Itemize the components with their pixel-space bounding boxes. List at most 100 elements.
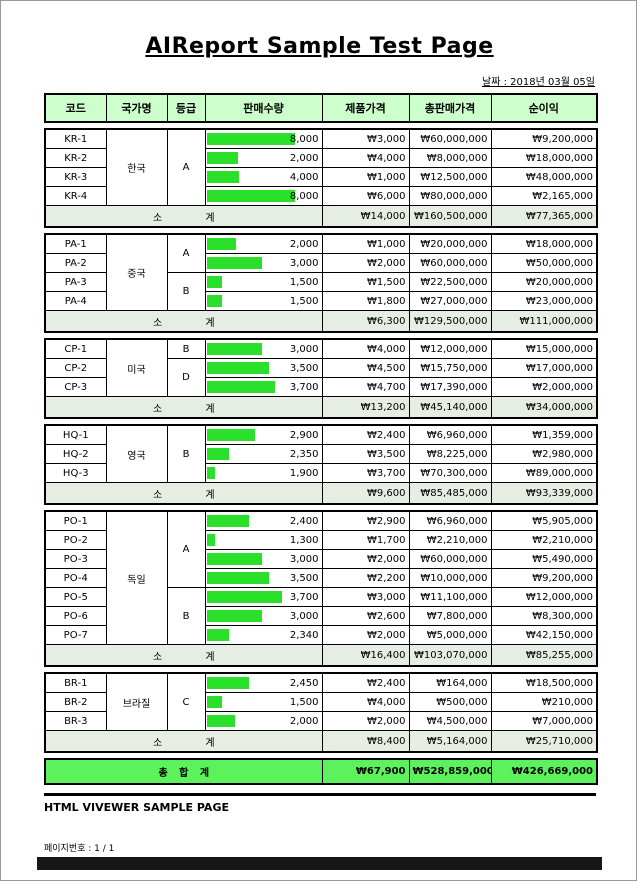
- total-sales-cell: ₩12,500,000: [408, 167, 492, 187]
- subtotal-profit: ₩77,365,000: [490, 205, 598, 228]
- quantity-value: 2,350: [289, 448, 319, 460]
- code-cell: KR-1: [44, 128, 107, 149]
- profit-cell: ₩18,000,000: [490, 148, 598, 168]
- code-cell: BR-2: [44, 692, 107, 712]
- quantity-cell: 8,000: [204, 186, 323, 206]
- total-sales-cell: ₩80,000,000: [408, 186, 492, 206]
- total-sales-cell: ₩8,225,000: [408, 444, 492, 464]
- quantity-bar: [206, 696, 222, 708]
- country-cell: 브라질: [105, 672, 168, 731]
- column-header: 판매수량: [204, 93, 323, 123]
- quantity-bar: [206, 572, 269, 584]
- subtotal-row: 소 계 ₩6,300 ₩129,500,000 ₩111,000,000: [44, 310, 598, 333]
- total-sales-cell: ₩2,210,000: [408, 530, 492, 550]
- footer-divider: [44, 793, 596, 796]
- subtotal-label: 소 계: [44, 310, 323, 333]
- subtotal-row: 소 계 ₩14,000 ₩160,500,000 ₩77,365,000: [44, 205, 598, 228]
- total-sales-cell: ₩17,390,000: [408, 377, 492, 397]
- profit-cell: ₩23,000,000: [490, 291, 598, 311]
- quantity-bar: [206, 610, 262, 622]
- subtotal-sales: ₩5,164,000: [408, 730, 492, 753]
- total-sales-cell: ₩12,000,000: [408, 338, 492, 359]
- grade-cell: A: [166, 233, 206, 273]
- quantity-cell: 3,500: [204, 358, 323, 378]
- grade-cell: A: [166, 510, 206, 588]
- subtotal-row: 소 계 ₩9,600 ₩85,485,000 ₩93,339,000: [44, 482, 598, 505]
- header-row: 코드 국가명 등급 판매수량 제품가격 총판매가격 순이익: [44, 93, 598, 123]
- quantity-value: 8,000: [289, 133, 319, 145]
- quantity-value: 3,700: [289, 591, 319, 603]
- quantity-bar: [206, 295, 222, 307]
- quantity-bar: [206, 238, 236, 250]
- price-cell: ₩1,000: [321, 233, 410, 254]
- profit-cell: ₩2,210,000: [490, 530, 598, 550]
- quantity-value: 2,000: [289, 238, 319, 250]
- quantity-cell: 1,300: [204, 530, 323, 550]
- subtotal-profit: ₩85,255,000: [490, 644, 598, 667]
- price-cell: ₩4,000: [321, 148, 410, 168]
- report-table-header: 코드 국가명 등급 판매수량 제품가격 총판매가격 순이익: [44, 93, 598, 123]
- table-row: PO-6 3,000 ₩2,600 ₩7,800,000 ₩8,300,000: [44, 606, 598, 626]
- subtotal-price: ₩6,300: [321, 310, 410, 333]
- quantity-cell: 3,000: [204, 549, 323, 569]
- price-cell: ₩6,000: [321, 186, 410, 206]
- code-cell: HQ-2: [44, 444, 107, 464]
- price-cell: ₩4,500: [321, 358, 410, 378]
- code-cell: CP-3: [44, 377, 107, 397]
- table-row: CP-1 미국 B 3,000 ₩4,000 ₩12,000,000 ₩15,000,000: [44, 338, 598, 397]
- quantity-value: 3,000: [289, 343, 319, 355]
- code-cell: HQ-3: [44, 463, 107, 483]
- total-sales-cell: ₩164,000: [408, 672, 492, 693]
- quantity-bar: [206, 629, 229, 641]
- profit-cell: ₩50,000,000: [490, 253, 598, 273]
- price-cell: ₩1,700: [321, 530, 410, 550]
- price-cell: ₩3,700: [321, 463, 410, 483]
- column-header: 코드: [44, 93, 107, 123]
- subtotal-profit: ₩93,339,000: [490, 482, 598, 505]
- quantity-cell: 1,900: [204, 463, 323, 483]
- total-sales-cell: ₩7,800,000: [408, 606, 492, 626]
- column-header: 제품가격: [321, 93, 410, 123]
- total-sales-cell: ₩15,750,000: [408, 358, 492, 378]
- table-row: BR-2 1,500 ₩4,000 ₩500,000 ₩210,000: [44, 692, 598, 712]
- grand-total-price: ₩67,900: [321, 758, 410, 785]
- profit-cell: ₩18,000,000: [490, 233, 598, 254]
- quantity-bar: [206, 362, 269, 374]
- profit-cell: ₩17,000,000: [490, 358, 598, 378]
- code-cell: PA-2: [44, 253, 107, 273]
- quantity-bar: [206, 534, 215, 546]
- quantity-value: 4,000: [289, 171, 319, 183]
- code-cell: PO-4: [44, 568, 107, 588]
- quantity-value: 1,500: [289, 276, 319, 288]
- quantity-bar: [206, 515, 249, 527]
- subtotal-label: 소 계: [44, 644, 323, 667]
- price-cell: ₩2,000: [321, 625, 410, 645]
- total-sales-cell: ₩6,960,000: [408, 510, 492, 531]
- quantity-cell: 2,350: [204, 444, 323, 464]
- quantity-bar: [206, 381, 275, 393]
- column-header: 국가명: [105, 93, 168, 123]
- quantity-value: 3,000: [289, 257, 319, 269]
- quantity-value: 3,000: [289, 610, 319, 622]
- code-cell: KR-4: [44, 186, 107, 206]
- quantity-bar: [206, 467, 215, 479]
- subtotal-price: ₩16,400: [321, 644, 410, 667]
- column-header: 등급: [166, 93, 206, 123]
- profit-cell: ₩2,000,000: [490, 377, 598, 397]
- quantity-value: 3,000: [289, 553, 319, 565]
- quantity-bar: [206, 257, 262, 269]
- quantity-cell: 3,000: [204, 338, 323, 359]
- quantity-value: 3,500: [289, 362, 319, 374]
- table-row: PO-7 2,340 ₩2,000 ₩5,000,000 ₩42,150,000: [44, 625, 598, 645]
- table-row: CP-3 3,700 ₩4,700 ₩17,390,000 ₩2,000,000: [44, 377, 598, 397]
- table-row: PO-3 3,000 ₩2,000 ₩60,000,000 ₩5,490,000: [44, 549, 598, 569]
- profit-cell: ₩89,000,000: [490, 463, 598, 483]
- quantity-value: 2,000: [289, 715, 319, 727]
- quantity-value: 3,500: [289, 572, 319, 584]
- subtotal-row: 소 계 ₩8,400 ₩5,164,000 ₩25,710,000: [44, 730, 598, 753]
- quantity-bar: [206, 133, 295, 145]
- quantity-value: 8,000: [289, 190, 319, 202]
- price-cell: ₩1,500: [321, 272, 410, 292]
- profit-cell: ₩8,300,000: [490, 606, 598, 626]
